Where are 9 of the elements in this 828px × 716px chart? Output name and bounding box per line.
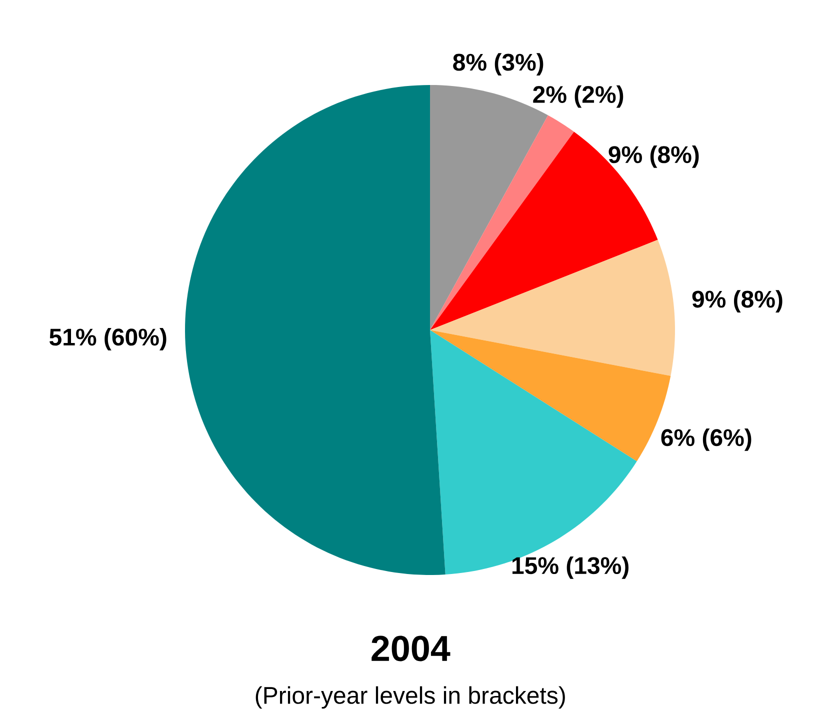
data-label: 9% (8%) [692,290,782,312]
text: (Prior-year levels in brackets) [256,686,565,709]
data-label: 2% (2%) [533,85,624,108]
text: 2004 [372,636,450,662]
data-label: 15% (13%) [512,556,628,579]
data-label: 9% (8%) [608,146,699,168]
data-label: 51% (60%) [50,328,166,350]
data-label: 8% (3%) [453,53,544,76]
data-label: 6% (6%) [661,428,752,451]
